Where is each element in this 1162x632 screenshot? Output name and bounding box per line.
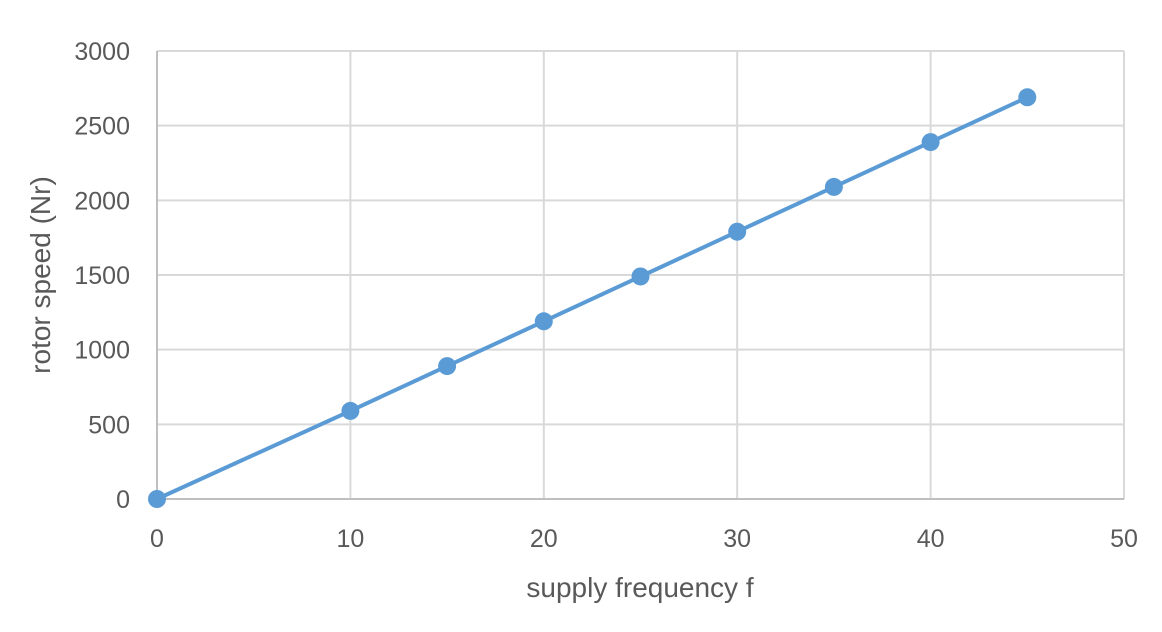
x-axis-title: supply frequency f xyxy=(526,572,753,603)
y-tick-label: 500 xyxy=(88,411,130,439)
x-tick-label: 20 xyxy=(530,525,558,553)
x-tick-label: 40 xyxy=(917,525,945,553)
y-axis-title: rotor speed (Nr) xyxy=(25,176,56,374)
data-point xyxy=(1018,88,1037,107)
y-tick-label: 1000 xyxy=(74,337,130,365)
y-tick-label: 1500 xyxy=(74,262,130,290)
axes xyxy=(156,51,1124,500)
series-line xyxy=(155,95,1030,501)
x-tick-label: 50 xyxy=(1110,525,1138,553)
data-point xyxy=(824,177,843,196)
data-point xyxy=(438,357,457,376)
data-point xyxy=(631,267,650,286)
x-tick-label: 10 xyxy=(336,525,364,553)
data-point xyxy=(148,490,166,508)
data-point xyxy=(341,401,360,420)
y-tick-label: 2000 xyxy=(74,187,130,215)
y-tick-label: 3000 xyxy=(74,38,130,66)
data-point xyxy=(728,222,747,241)
data-point xyxy=(921,133,940,152)
x-tick-label: 0 xyxy=(150,525,164,553)
y-tick-label: 0 xyxy=(116,486,130,514)
y-tick-label: 2500 xyxy=(74,113,130,141)
data-point xyxy=(534,312,553,331)
x-tick-label: 30 xyxy=(723,525,751,553)
series-layer xyxy=(148,88,1037,508)
